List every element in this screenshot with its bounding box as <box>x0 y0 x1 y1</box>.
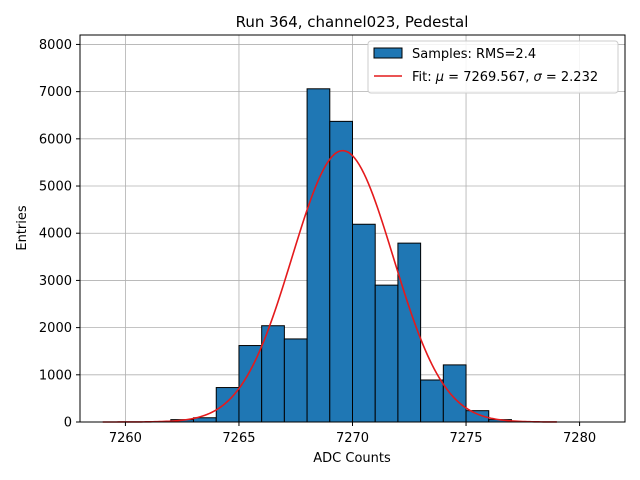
histogram-bar <box>329 120 353 423</box>
y-tick-label: 4000 <box>39 227 72 242</box>
histogram-bar <box>283 338 308 423</box>
histogram-bar <box>420 379 444 423</box>
y-tick-label: 1000 <box>39 368 72 383</box>
x-axis-title: ADC Counts <box>313 451 391 466</box>
legend-box <box>367 40 619 94</box>
y-tick-label: 2000 <box>39 321 72 336</box>
x-tick-label: 7270 <box>336 431 369 446</box>
y-tick-label: 7000 <box>39 85 72 100</box>
histogram-bar <box>442 364 467 423</box>
histogram-bar <box>261 325 285 423</box>
y-axis-ticks: 0 1000 2000 3000 4000 5000 6000 7000 8000 <box>39 38 80 431</box>
chart-title: Run 364, channel023, Pedestal <box>236 13 469 31</box>
y-tick-label: 8000 <box>39 38 72 53</box>
y-tick-label: 6000 <box>39 132 72 147</box>
x-tick-label: 7275 <box>449 431 482 446</box>
y-axis-title: Entries <box>15 205 30 251</box>
legend-fit-label: Fit: μ = 7269.567, σ = 2.232 <box>412 70 598 85</box>
x-axis-ticks: 7260 7265 7270 7275 7280 <box>109 422 596 446</box>
legend-histogram-swatch <box>373 47 403 59</box>
histogram-bar <box>397 242 422 423</box>
y-tick-label: 5000 <box>39 180 72 195</box>
legend: Samples: RMS=2.4 Fit: μ = 7269.567, σ = … <box>367 40 619 94</box>
x-tick-label: 7260 <box>109 431 142 446</box>
legend-histogram-label: Samples: RMS=2.4 <box>412 47 536 62</box>
x-tick-label: 7280 <box>563 431 596 446</box>
histogram-bars <box>170 88 512 423</box>
x-tick-label: 7265 <box>222 431 255 446</box>
histogram-bar <box>306 88 331 423</box>
histogram-bar <box>374 284 399 423</box>
y-tick-label: 3000 <box>39 274 72 289</box>
histogram-bar <box>352 223 376 423</box>
fit-curve <box>102 149 557 423</box>
y-tick-label: 0 <box>64 416 72 431</box>
